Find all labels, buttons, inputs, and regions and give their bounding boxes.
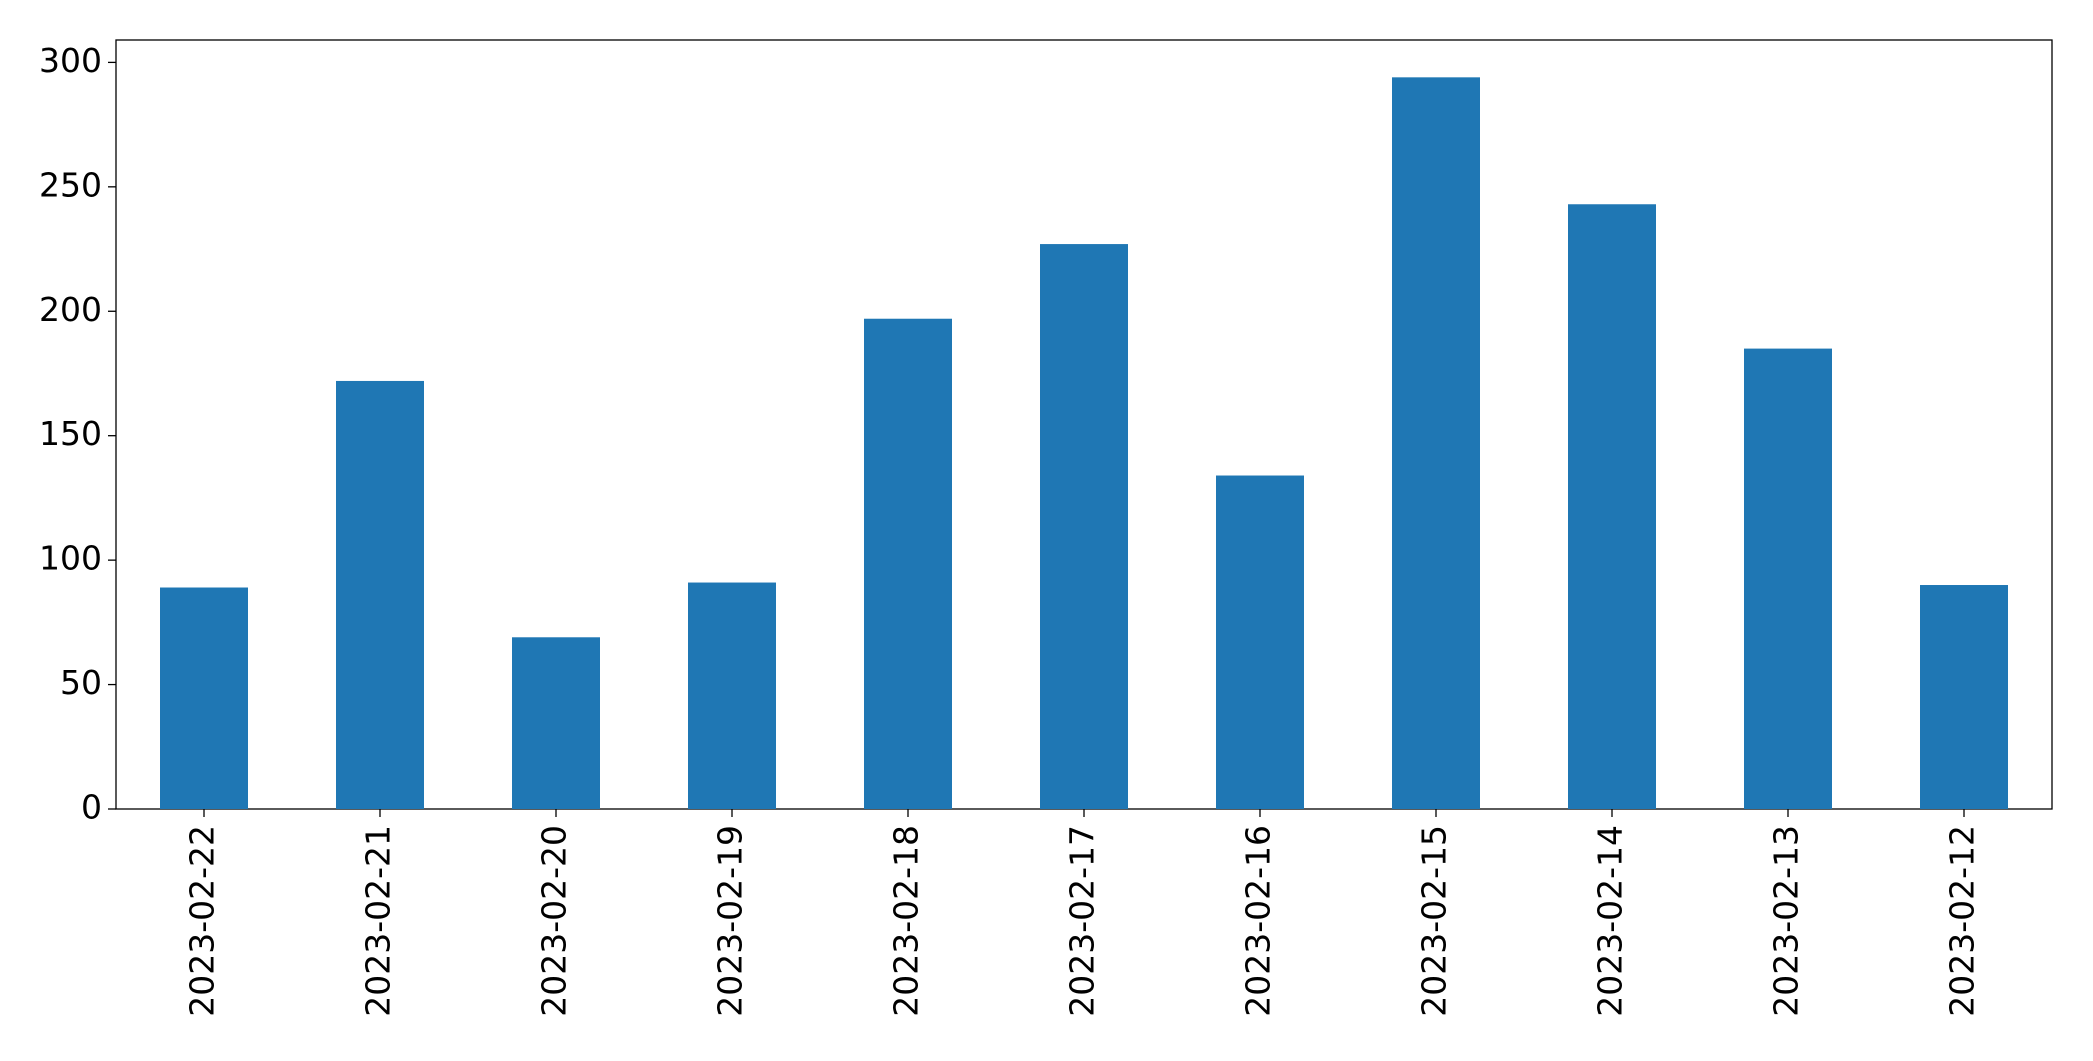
bar bbox=[1568, 204, 1656, 809]
bar bbox=[1392, 77, 1480, 810]
x-tick-label: 2023-02-22 bbox=[183, 825, 222, 1017]
x-tick-label: 2023-02-15 bbox=[1415, 825, 1454, 1017]
bar bbox=[1040, 244, 1128, 810]
bar bbox=[1920, 585, 2008, 809]
x-tick-label: 2023-02-19 bbox=[711, 825, 750, 1017]
x-tick-label: 2023-02-14 bbox=[1591, 825, 1630, 1017]
bar bbox=[864, 318, 952, 809]
bar bbox=[1744, 348, 1832, 809]
bar bbox=[512, 637, 600, 809]
y-tick-label: 50 bbox=[60, 663, 102, 702]
x-tick-label: 2023-02-16 bbox=[1239, 825, 1278, 1017]
y-tick-label: 200 bbox=[39, 290, 102, 329]
x-tick-label: 2023-02-20 bbox=[535, 825, 574, 1017]
bar bbox=[688, 582, 776, 809]
x-tick-label: 2023-02-18 bbox=[887, 825, 926, 1017]
x-tick-label: 2023-02-13 bbox=[1767, 825, 1806, 1017]
y-tick-label: 300 bbox=[39, 41, 102, 80]
x-tick-label: 2023-02-12 bbox=[1943, 825, 1982, 1017]
x-tick-label: 2023-02-21 bbox=[359, 825, 398, 1017]
bar bbox=[336, 380, 424, 809]
y-tick-label: 100 bbox=[39, 539, 102, 578]
bar bbox=[1216, 475, 1304, 809]
x-tick-label: 2023-02-17 bbox=[1063, 825, 1102, 1017]
y-tick-label: 250 bbox=[39, 165, 102, 204]
bar bbox=[160, 587, 248, 809]
y-tick-label: 0 bbox=[81, 788, 102, 827]
y-tick-label: 150 bbox=[39, 414, 102, 453]
